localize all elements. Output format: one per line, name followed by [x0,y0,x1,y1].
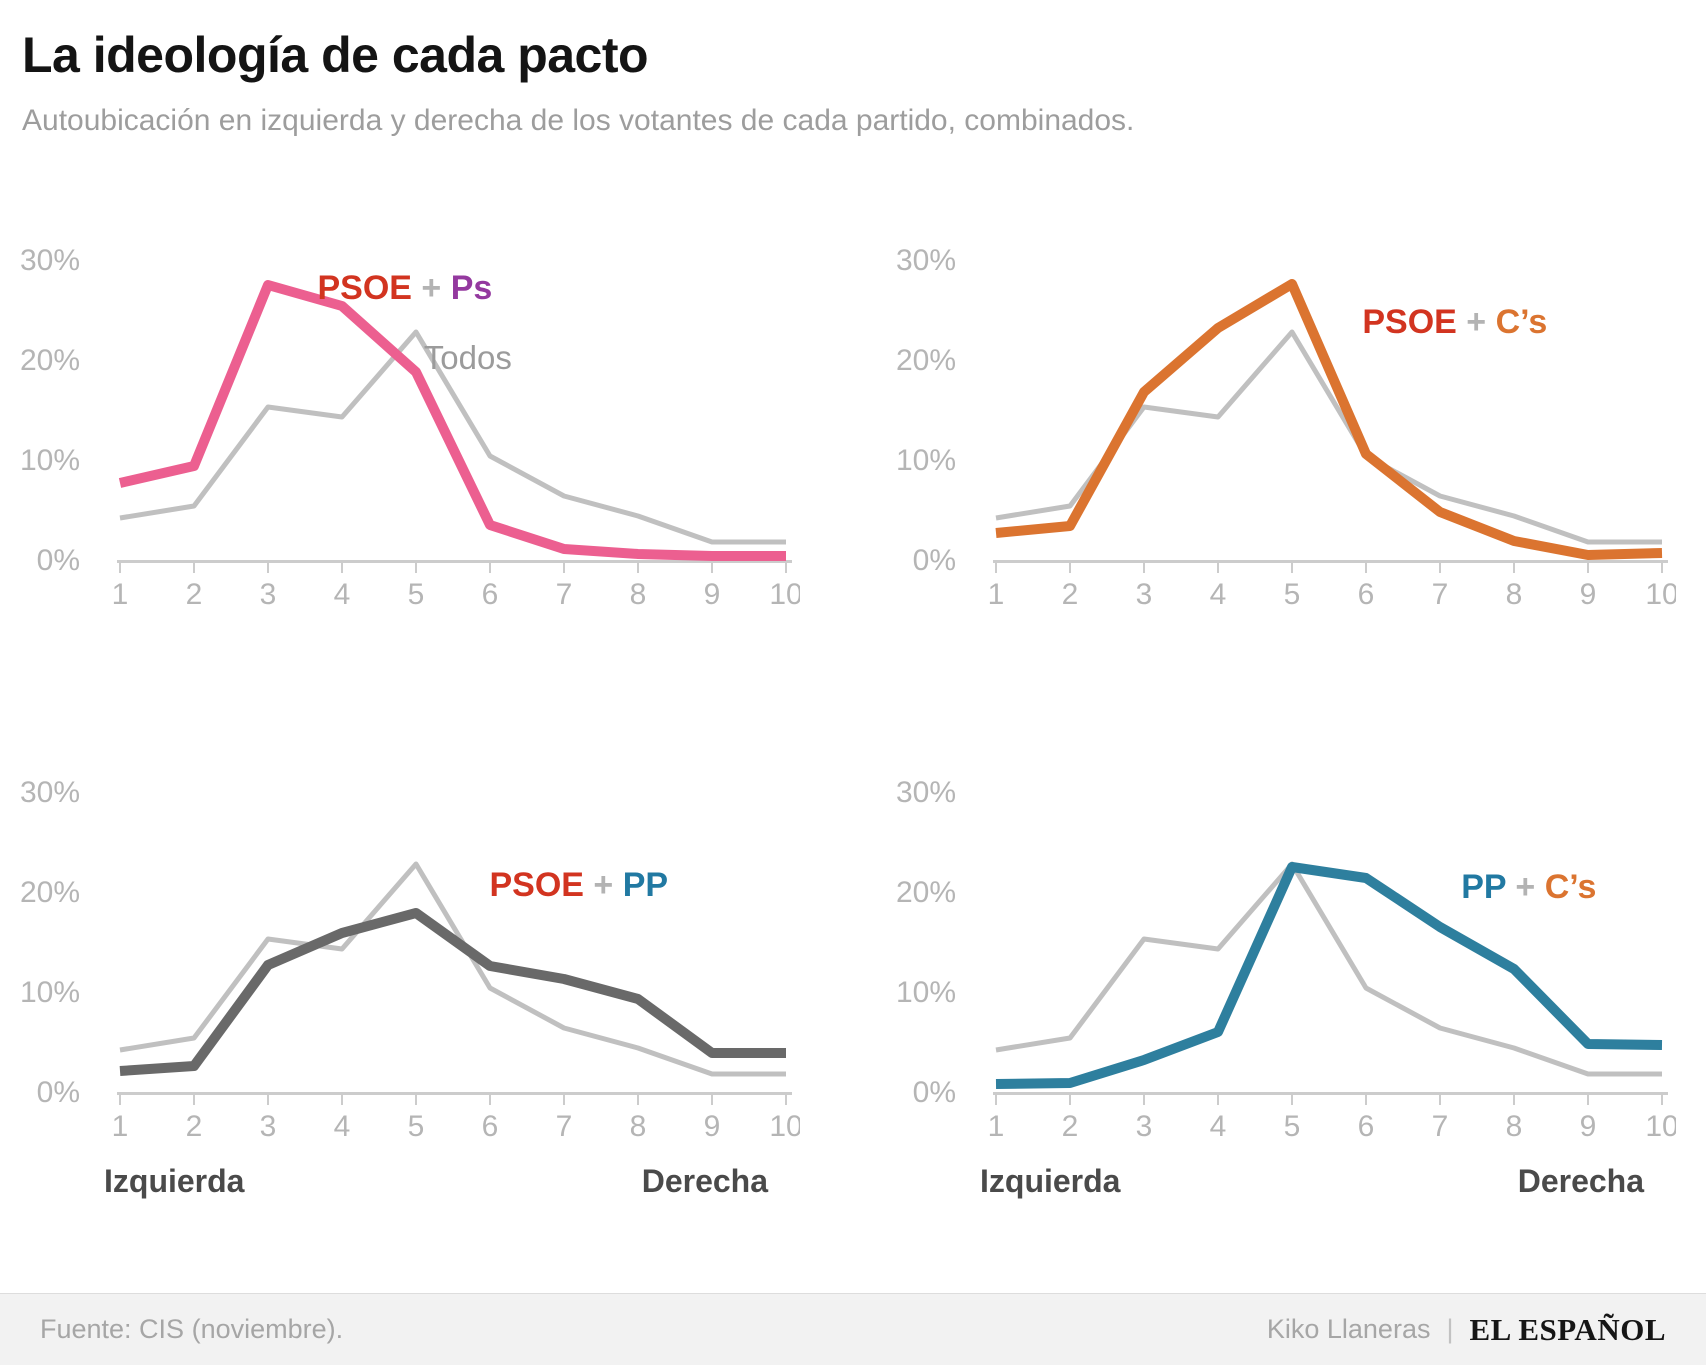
x-axis-label: 4 [1210,578,1227,611]
y-axis-label: 10% [896,976,956,1009]
x-axis-label: 4 [1210,1110,1227,1143]
y-axis-label: 10% [20,444,80,477]
series-label: PSOE + PP [490,866,669,904]
x-axis-label: 9 [1580,578,1597,611]
axis-label-derecha: Derecha [1518,1163,1645,1199]
axis-label-izquierda: Izquierda [104,1163,245,1199]
x-axis-label: 2 [186,1110,203,1143]
x-axis-label: 5 [1284,578,1301,611]
x-axis-label: 7 [1432,1110,1449,1143]
y-axis-label: 20% [20,344,80,377]
series-label: PSOE + Ps [317,269,492,307]
axis-label-izquierda: Izquierda [980,1163,1121,1199]
y-axis-label: 0% [37,544,80,577]
series-label-part: PSOE [490,866,584,904]
x-axis-label: 3 [1136,578,1153,611]
x-axis-label: 4 [334,578,351,611]
series-label-part: Todos [424,339,512,376]
line-psoe-c-s [995,279,1663,560]
line-psoe-ps [118,280,786,561]
x-axis-label: 6 [482,578,499,611]
x-axis-label: 1 [988,1110,1005,1143]
series-label-part: + [584,866,623,904]
x-axis-label: 1 [112,1110,129,1143]
page-subtitle: Autoubicación en izquierda y derecha de … [22,104,1135,137]
x-axis-label: 7 [556,1110,573,1143]
series-label-part: PSOE [1362,303,1456,341]
y-axis-label: 30% [896,244,956,277]
x-axis-label: 5 [408,1110,425,1143]
x-axis-label: 1 [112,578,129,611]
chart-psoe-pp: 30% 20% 10% 0% 1 2 3 4 5 6 7 8 9 10 PSOE + PP Izquierda… [20,776,800,1199]
series-label-part: PSOE [317,269,411,307]
chart-psoe-ciudadanos: 30% 20% 10% 0% 1 2 3 4 5 6 7 8 9 10 PSOE + C’s [896,244,1676,611]
y-axis-label: 0% [913,544,956,577]
y-axis-label: 20% [896,344,956,377]
chart-pp-ciudadanos: 30% 20% 10% 0% 1 2 3 4 5 6 7 8 9 10 PP + C’s Izquierda D… [896,776,1676,1199]
line-psoe-pp [119,908,786,1076]
x-axis-label: 3 [260,578,277,611]
y-axis-label: 20% [20,876,80,909]
y-axis-label: 30% [896,776,956,809]
y-axis-label: 0% [913,1076,956,1109]
x-axis-label: 10 [769,1110,800,1143]
x-axis-label: 6 [482,1110,499,1143]
x-axis-label: 9 [704,578,721,611]
x-axis-label: 3 [1136,1110,1153,1143]
x-axis-label: 3 [260,1110,277,1143]
x-axis-label: 8 [1506,1110,1523,1143]
x-axis-label: 7 [556,578,573,611]
line-todos [995,861,1662,1077]
series-label-part: + [412,269,451,307]
x-axis-label: 10 [1645,1110,1676,1143]
x-axis-label: 2 [1062,1110,1079,1143]
x-axis-label: 5 [408,578,425,611]
series-label: PSOE + C’s [1362,303,1547,341]
x-axis-label: 9 [1580,1110,1597,1143]
credit: Kiko Llaneras | EL ESPAÑOL [1267,1312,1666,1348]
x-axis-label: 2 [186,578,203,611]
series-label-part: C’s [1545,868,1597,906]
x-axis-label: 10 [769,578,800,611]
x-axis-label: 10 [1645,578,1676,611]
series-label: Todos [424,339,512,376]
x-axis-label: 4 [334,1110,351,1143]
line-pp-c-s [995,862,1663,1089]
line-todos [119,329,786,545]
x-axis-label: 8 [630,1110,647,1143]
y-axis-label: 30% [20,776,80,809]
author-name: Kiko Llaneras [1266,1314,1431,1344]
x-axis-label: 6 [1358,1110,1375,1143]
brand-logo: EL ESPAÑOL [1469,1311,1666,1347]
source-note: Fuente: CIS (noviembre). [40,1314,344,1344]
footer: Fuente: CIS (noviembre). Kiko Llaneras |… [0,1293,1706,1365]
line-todos [119,861,786,1077]
series-label-part: PP [623,866,668,904]
x-axis-label: 6 [1358,578,1375,611]
x-axis-label: 5 [1284,1110,1301,1143]
y-axis-label: 10% [896,444,956,477]
y-axis-label: 10% [20,976,80,1009]
y-axis-label: 0% [37,1076,80,1109]
x-axis-label: 1 [988,578,1005,611]
x-axis-label: 9 [704,1110,721,1143]
series-label-part: + [1457,303,1496,341]
y-axis-label: 30% [20,244,80,277]
x-axis-label: 8 [630,578,647,611]
series-label-part: Ps [451,269,493,307]
x-axis-label: 8 [1506,578,1523,611]
x-axis-label: 2 [1062,578,1079,611]
chart-psoe-podemos: 30% 20% 10% 0% 1 2 3 4 5 6 7 8 9 10 PSOE + Ps Todos [20,244,800,611]
axis-label-derecha: Derecha [642,1163,769,1199]
series-label-part: PP [1461,868,1506,906]
x-axis-label: 7 [1432,578,1449,611]
y-axis-label: 20% [896,876,956,909]
series-label: PP + C’s [1461,868,1596,906]
credit-separator: | [1446,1314,1454,1344]
page-title: La ideología de cada pacto [22,27,649,83]
series-label-part: C’s [1496,303,1548,341]
series-label-part: + [1506,868,1545,906]
